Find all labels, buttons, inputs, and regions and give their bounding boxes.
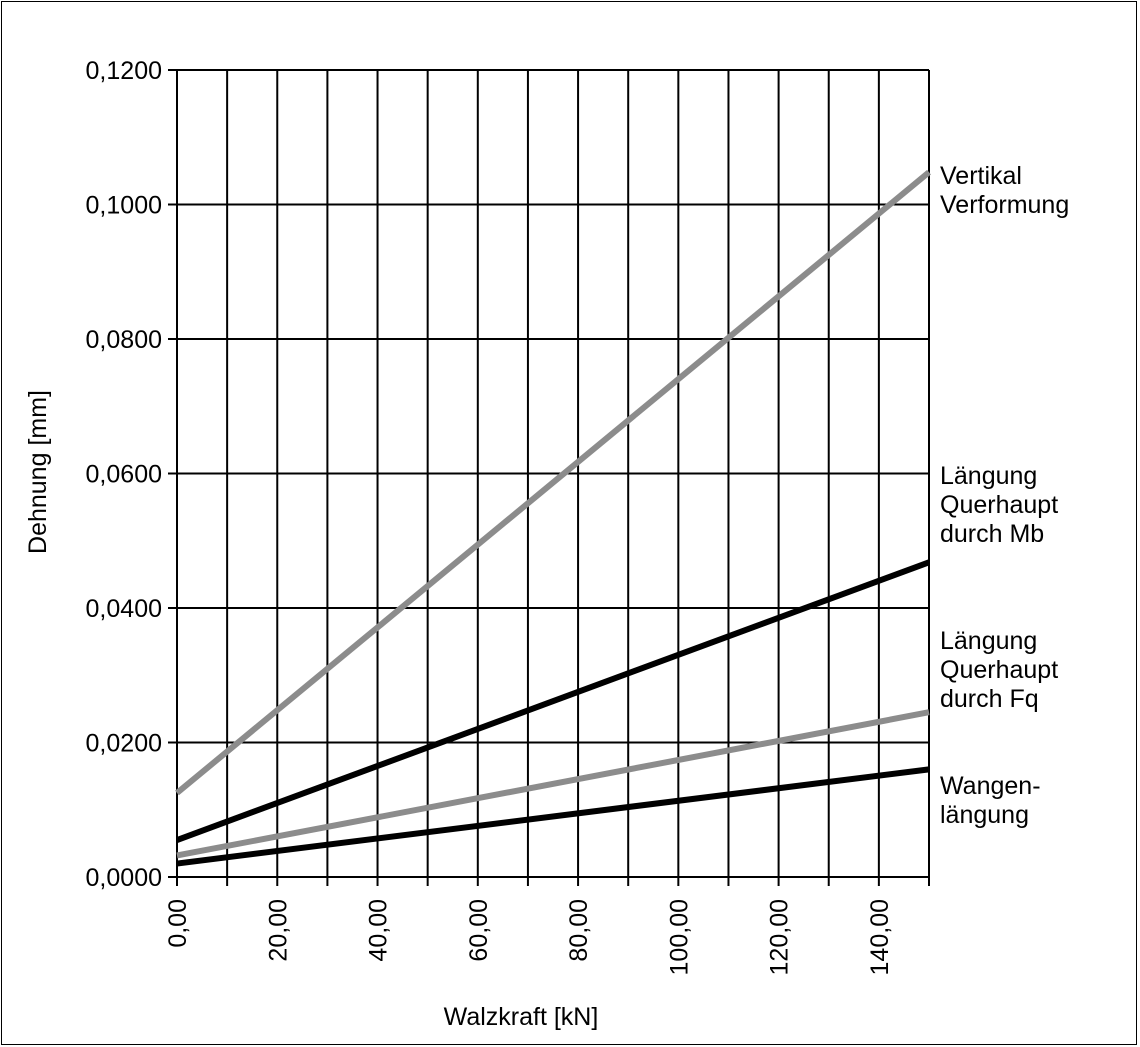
series-label-line: durch Fq [940,685,1039,713]
series-line [175,169,931,796]
series-label-line: längung [940,801,1029,829]
series-label: Wangen-längung [940,772,1041,829]
x-tick-label: 0,00 [164,899,192,948]
x-tick-label: 40,00 [365,899,393,962]
y-tick-label: 0,0000 [86,864,162,892]
y-tick-label: 0,1200 [86,57,162,85]
series-lines [175,169,931,867]
x-tick-label: 60,00 [465,899,493,962]
y-axis-title: Dehnung [mm] [24,390,52,554]
x-tick-label: 20,00 [264,899,292,962]
grid [176,69,930,878]
series-label-line: durch Mb [940,520,1044,548]
series-label-line: Querhaupt [940,656,1058,684]
y-tick-label: 0,0800 [86,326,162,354]
x-tick-label: 100,00 [665,899,693,975]
series-label-line: Längung [940,627,1037,655]
y-tick-label: 0,0400 [86,595,162,623]
x-tick-label: 80,00 [565,899,593,962]
y-tick-label: 0,0200 [86,730,162,758]
axes: 0,0000 0,0200 0,0400 0,0600 0,0800 0,1000 0,12… [86,57,930,975]
series-label-line: Verformung [940,191,1069,219]
series-label: Längung Querhaupt durch Mb [940,462,1058,548]
series-label: Längung Querhaupt durch Fq [940,627,1058,713]
series-line [175,559,931,843]
x-tick-label: 120,00 [766,899,794,975]
series-line [176,709,930,859]
series-label-line: Vertikal [940,162,1022,190]
series-label-line: Wangen- [940,772,1041,800]
x-tick-label: 140,00 [866,899,894,975]
series-line [176,766,930,867]
y-tick-label: 0,0600 [86,461,162,489]
x-axis-title: Walzkraft [kN] [444,1003,599,1031]
series-label: Vertikal Verformung [940,162,1069,219]
series-label-line: Längung [940,462,1037,490]
y-tick-label: 0,1000 [86,192,162,220]
series-label-line: Querhaupt [940,491,1058,519]
